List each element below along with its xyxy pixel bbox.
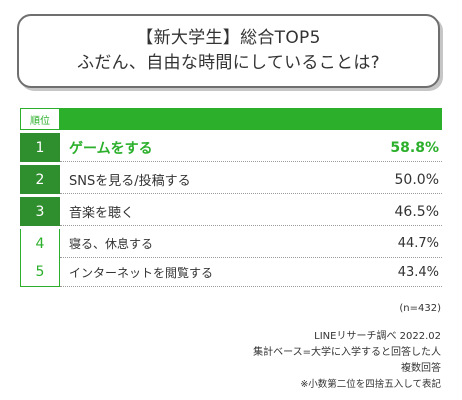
title-line-1: 【新大学生】総合TOP5: [136, 28, 321, 48]
item-cell-2: SNSを見る/投稿する 50.0%: [60, 165, 442, 194]
item-value-1: 58.8%: [390, 139, 439, 156]
item-value-2: 50.0%: [394, 171, 439, 188]
table-row-1: 1 ゲームをする 58.8%: [20, 133, 442, 162]
item-cell-1: ゲームをする 58.8%: [60, 133, 442, 162]
item-label-4: 寝る、休息する: [69, 237, 154, 251]
item-label-2: SNSを見る/投稿する: [69, 174, 191, 189]
answer-type-note: 複数回答: [401, 363, 441, 374]
rounding-note: ※小数第二位を四捨五入して表記: [300, 379, 441, 390]
table-row-3: 3 音楽を聴く 46.5%: [20, 197, 442, 226]
rank-header: 順位: [20, 108, 60, 130]
rank-cell-2: 2: [20, 165, 60, 194]
base-note: 集計ベース=大学に入学すると回答した人: [253, 347, 441, 358]
header-bar: [60, 108, 442, 130]
source-note: LINEリサーチ調べ 2022.02: [314, 331, 441, 342]
item-value-4: 44.7%: [397, 236, 439, 251]
rank-cell-1: 1: [20, 133, 60, 162]
item-label-3: 音楽を聴く: [69, 206, 135, 221]
table-row-2: 2 SNSを見る/投稿する 50.0%: [20, 165, 442, 194]
item-cell-3: 音楽を聴く 46.5%: [60, 197, 442, 226]
title-line-2: ふだん、自由な時間にしていることは?: [77, 53, 380, 73]
rank-cell-3: 3: [20, 197, 60, 226]
table-row-5: 5 インターネットを閲覧する 43.4%: [20, 258, 442, 287]
item-value-3: 46.5%: [394, 203, 439, 220]
sample-size: (n=432): [399, 303, 441, 314]
table-row-4: 4 寝る、休息する 44.7%: [20, 229, 442, 258]
item-label-1: ゲームをする: [69, 140, 153, 157]
rank-cell-5: 5: [20, 258, 60, 287]
table-header-row: 順位: [20, 108, 442, 130]
ranking-table: 順位 1 ゲームをする 58.8% 2 SNSを見る/投稿する 50.0% 3 …: [20, 108, 442, 287]
item-value-5: 43.4%: [397, 265, 439, 280]
footnotes: (n=432) LINEリサーチ調べ 2022.02 集計ベース=大学に入学する…: [253, 301, 441, 393]
rank-cell-4: 4: [20, 229, 60, 258]
title-box: 【新大学生】総合TOP5 ふだん、自由な時間にしていることは?: [17, 14, 440, 88]
item-cell-4: 寝る、休息する 44.7%: [60, 229, 442, 258]
item-label-5: インターネットを閲覧する: [69, 266, 214, 280]
item-cell-5: インターネットを閲覧する 43.4%: [60, 258, 442, 287]
